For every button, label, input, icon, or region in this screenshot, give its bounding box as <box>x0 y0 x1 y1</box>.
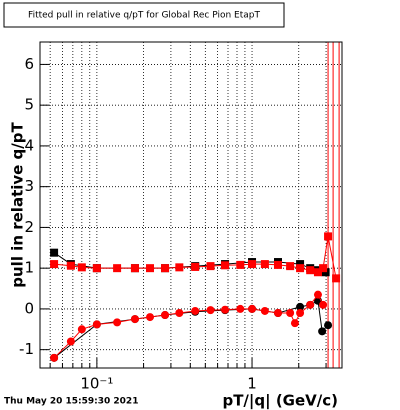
y-tick-label: 2 <box>24 218 34 236</box>
y-tick-label: 4 <box>24 136 34 154</box>
point <box>324 232 333 241</box>
point <box>313 290 322 299</box>
point <box>286 262 295 271</box>
series-line <box>53 299 329 359</box>
point <box>313 268 322 277</box>
plot-frame <box>39 41 343 369</box>
point <box>206 262 215 271</box>
point <box>236 260 245 269</box>
y-tick-label: 0 <box>24 299 34 317</box>
point <box>191 306 200 315</box>
point <box>332 274 341 283</box>
y-tick-label: 1 <box>24 259 34 277</box>
y-tick-label: 3 <box>24 177 34 195</box>
x-tick-label: 1 <box>247 375 257 393</box>
series-line <box>53 293 324 359</box>
point <box>66 337 75 346</box>
point <box>306 300 315 309</box>
point <box>113 318 122 327</box>
point <box>191 262 200 271</box>
footer-date: Thu May 20 15:59:30 2021 <box>4 397 138 407</box>
point <box>273 260 282 269</box>
point <box>248 304 257 313</box>
point <box>296 308 305 317</box>
point <box>296 264 305 273</box>
point <box>92 264 101 273</box>
point <box>236 304 245 313</box>
point <box>260 306 269 315</box>
point <box>50 260 59 269</box>
point <box>290 319 299 328</box>
x-tick-label: 10⁻¹ <box>80 375 113 393</box>
point <box>146 264 155 273</box>
point <box>206 306 215 315</box>
point <box>92 320 101 329</box>
point <box>319 264 328 273</box>
y-axis-label: pull in relative q/pT <box>9 121 27 287</box>
point <box>130 315 139 324</box>
title-box <box>3 2 285 28</box>
point <box>321 268 330 277</box>
point <box>319 300 328 309</box>
chart-title: Fitted pull in relative q/pT for Global … <box>28 11 260 21</box>
point <box>306 266 315 275</box>
point <box>161 264 170 273</box>
point <box>248 260 257 269</box>
point <box>260 260 269 269</box>
point <box>318 327 327 336</box>
point <box>221 261 230 270</box>
x-axis-label: pT/|q| (GeV/c) <box>222 392 338 410</box>
y-tick-label: -1 <box>19 340 34 358</box>
point <box>130 264 139 273</box>
point <box>175 308 184 317</box>
y-tick-label: 5 <box>24 96 34 114</box>
point <box>324 321 333 330</box>
point <box>50 248 59 257</box>
point <box>77 325 86 334</box>
point <box>146 313 155 322</box>
point <box>77 263 86 272</box>
point <box>113 264 122 273</box>
point <box>66 261 75 270</box>
point <box>273 308 282 317</box>
point <box>296 260 305 269</box>
point <box>296 302 305 311</box>
y-tick-label: 6 <box>24 55 34 73</box>
point <box>175 263 184 272</box>
point <box>221 305 230 314</box>
point <box>161 311 170 320</box>
point <box>50 353 59 362</box>
point <box>286 308 295 317</box>
